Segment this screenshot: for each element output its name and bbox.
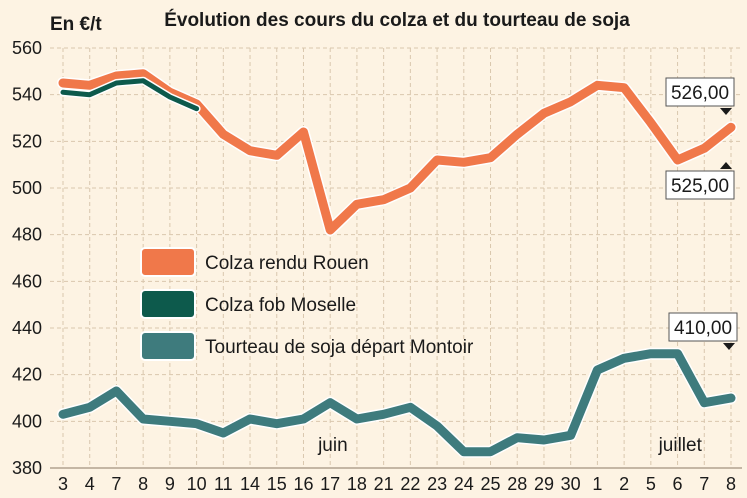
x-axis-ticks: 3 4 7 8 9 10 11 14 15 16 17 18 21 22 23 24 25 28 29 30 1 2 5 6 7… <box>58 474 736 494</box>
x-tick-label: 2 <box>619 474 629 494</box>
x-tick-label: 9 <box>165 474 175 494</box>
month-label: juin <box>317 435 348 456</box>
x-tick-label: 8 <box>138 474 148 494</box>
value-callout: 410,00 <box>668 312 738 350</box>
x-tick-label: 24 <box>454 474 474 494</box>
callout-box <box>668 312 738 342</box>
callout-value: 410,00 <box>674 318 732 339</box>
legend-label: Colza rendu Rouen <box>205 253 369 274</box>
y-tick-label: 520 <box>12 131 42 151</box>
x-tick-label: 30 <box>561 474 581 494</box>
legend-swatch <box>140 331 196 361</box>
x-tick-label: 1 <box>592 474 602 494</box>
y-tick-label: 460 <box>12 271 42 291</box>
y-axis-ticks: 380 400 420 440 460 480 500 520 540 560 <box>12 38 42 478</box>
value-annotations: 526,00 525,00 410,00 <box>665 77 738 350</box>
legend-swatch <box>140 247 196 277</box>
legend-swatch <box>140 289 196 319</box>
callout-arrow <box>723 343 735 350</box>
chart-title: Évolution des cours du colza et du tourt… <box>164 9 630 31</box>
series-line <box>60 78 200 112</box>
callout-box <box>665 170 735 200</box>
x-tick-label: 22 <box>400 474 420 494</box>
callout-arrow <box>720 162 732 169</box>
callout-value: 525,00 <box>671 176 729 197</box>
x-tick-label: 28 <box>507 474 527 494</box>
legend-label: Colza fob Moselle <box>205 295 356 316</box>
series-2 <box>59 76 201 113</box>
x-tick-label: 4 <box>85 474 95 494</box>
y-tick-label: 560 <box>12 38 42 58</box>
x-tick-label: 25 <box>481 474 501 494</box>
value-callout: 526,00 <box>665 77 735 115</box>
x-tick-label: 21 <box>374 474 394 494</box>
callout-box <box>665 77 735 107</box>
x-tick-label: 15 <box>267 474 287 494</box>
x-tick-label: 5 <box>646 474 656 494</box>
x-tick-label: 7 <box>111 474 121 494</box>
y-tick-label: 420 <box>12 365 42 385</box>
series-3 <box>57 347 737 458</box>
x-tick-label: 17 <box>320 474 340 494</box>
series-line <box>58 69 736 235</box>
x-tick-label: 11 <box>214 474 233 494</box>
x-tick-label: 23 <box>427 474 447 494</box>
y-axis-label: En €/t <box>50 14 102 35</box>
y-tick-label: 400 <box>12 411 42 431</box>
x-tick-label: 6 <box>673 474 683 494</box>
value-callout: 525,00 <box>665 162 735 200</box>
y-tick-label: 480 <box>12 225 42 245</box>
y-tick-label: 380 <box>12 458 42 478</box>
x-tick-label: 3 <box>58 474 68 494</box>
month-label: juillet <box>658 435 703 456</box>
x-tick-label: 14 <box>240 474 260 494</box>
x-tick-label: 8 <box>726 474 736 494</box>
series-lines <box>57 67 737 458</box>
x-tick-label: 10 <box>187 474 207 494</box>
x-tick-label: 18 <box>347 474 367 494</box>
legend-label: Tourteau de soja départ Montoir <box>205 337 474 358</box>
legend: Colza rendu Rouen Colza fob Moselle Tourte… <box>140 247 474 361</box>
callout-value: 526,00 <box>671 83 729 104</box>
callout-arrow <box>720 108 732 115</box>
series-line-outline <box>57 347 737 458</box>
x-tick-label: 7 <box>699 474 709 494</box>
x-tick-label: 29 <box>534 474 554 494</box>
series-1 <box>57 67 737 236</box>
y-tick-label: 500 <box>12 178 42 198</box>
month-labels: juin juillet <box>317 435 703 456</box>
x-tick-label: 16 <box>293 474 313 494</box>
y-tick-label: 440 <box>12 318 42 338</box>
y-tick-label: 540 <box>12 85 42 105</box>
series-line <box>58 349 736 457</box>
